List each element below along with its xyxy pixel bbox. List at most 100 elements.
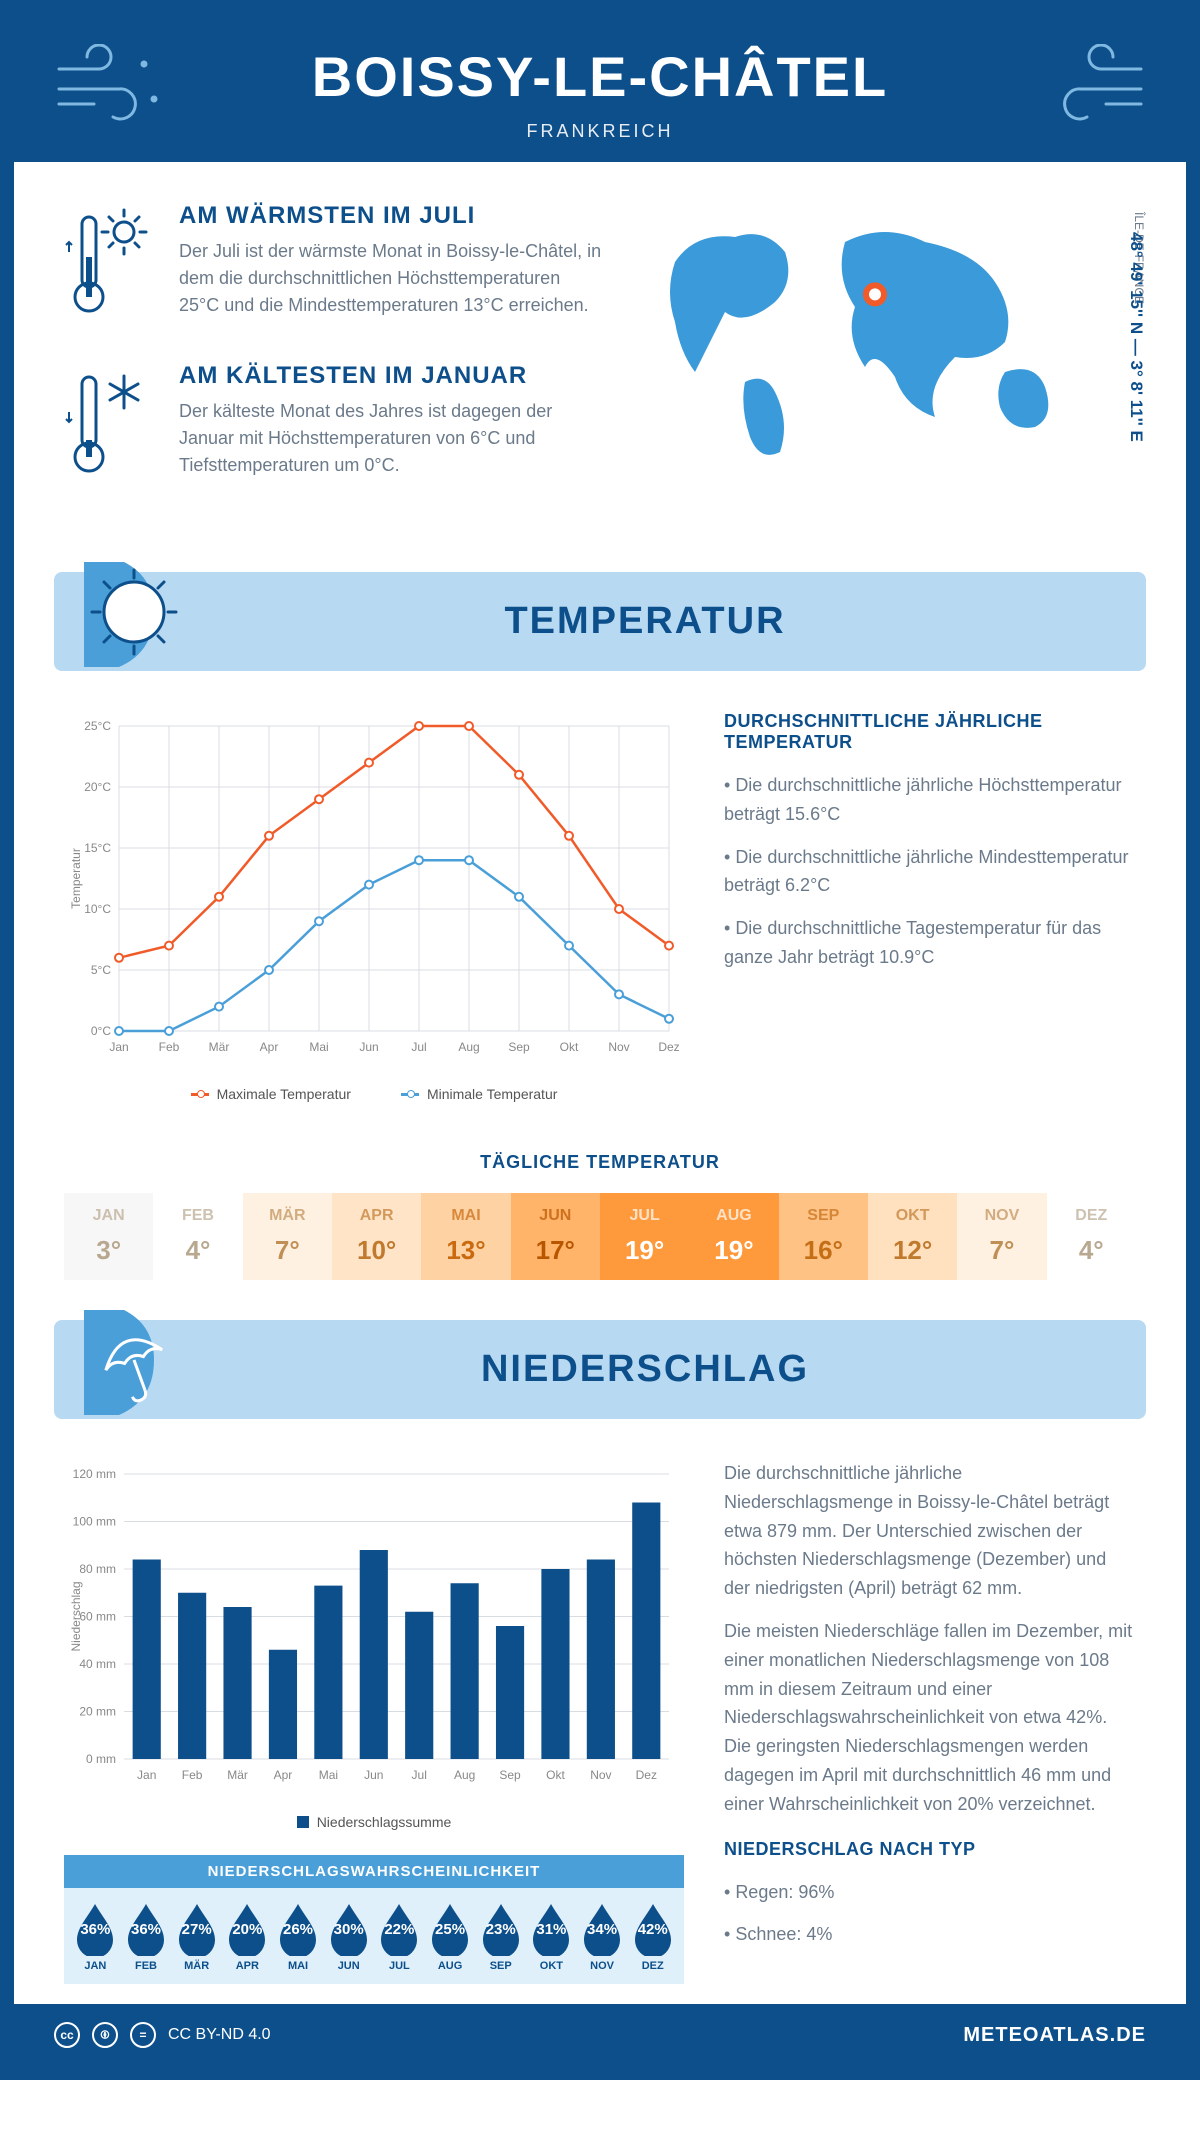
svg-text:25°C: 25°C	[84, 719, 111, 733]
precip-type-title: NIEDERSCHLAG NACH TYP	[724, 1839, 1136, 1860]
infographic-frame: BOISSY-LE-CHÂTEL FRANKREICH	[0, 0, 1200, 2080]
fact-warm-title: AM WÄRMSTEN IM JULI	[179, 202, 605, 230]
svg-text:Jul: Jul	[411, 1040, 426, 1054]
cc-icon: cc	[54, 2022, 80, 2048]
by-icon: 🅯	[92, 2022, 118, 2048]
fact-cold-text: Der kälteste Monat des Jahres ist dagege…	[179, 398, 605, 479]
svg-text:60 mm: 60 mm	[79, 1610, 116, 1624]
temp-stats-list: Die durchschnittliche jährliche Höchstte…	[724, 771, 1136, 972]
svg-text:Sep: Sep	[499, 1768, 521, 1782]
svg-text:Apr: Apr	[274, 1768, 293, 1782]
daily-temp-cell: NOV7°	[957, 1193, 1046, 1280]
svg-text:100 mm: 100 mm	[73, 1515, 116, 1529]
svg-text:Jan: Jan	[109, 1040, 128, 1054]
svg-text:Temperatur: Temperatur	[69, 848, 83, 909]
precip-text-1: Die durchschnittliche jährliche Niedersc…	[724, 1459, 1136, 1603]
svg-text:15°C: 15°C	[84, 841, 111, 855]
temperature-line-chart: 0°C5°C10°C15°C20°C25°CJanFebMärAprMaiJun…	[64, 711, 684, 1071]
precip-prob-cell: 36%FEB	[121, 1900, 172, 1972]
svg-text:0 mm: 0 mm	[86, 1752, 116, 1766]
precip-chart-legend: Niederschlagssumme	[64, 1814, 684, 1830]
svg-text:Jan: Jan	[137, 1768, 156, 1782]
temp-chart-legend: Maximale Temperatur Minimale Temperatur	[64, 1086, 684, 1102]
fact-warm-text: Der Juli ist der wärmste Monat in Boissy…	[179, 238, 605, 319]
svg-text:Okt: Okt	[546, 1768, 565, 1782]
daily-temp-strip: JAN3°FEB4°MÄR7°APR10°MAI13°JUN17°JUL19°A…	[64, 1193, 1136, 1280]
precip-prob-cell: 36%JAN	[70, 1900, 121, 1972]
fact-cold-title: AM KÄLTESTEN IM JANUAR	[179, 362, 605, 390]
daily-temp-title: TÄGLICHE TEMPERATUR	[14, 1152, 1186, 1173]
precip-prob-cell: 25%AUG	[425, 1900, 476, 1972]
precip-prob-cell: 30%JUN	[323, 1900, 374, 1972]
precip-prob-cell: 31%OKT	[526, 1900, 577, 1972]
svg-text:20 mm: 20 mm	[79, 1705, 116, 1719]
daily-temp-cell: JAN3°	[64, 1193, 153, 1280]
svg-text:0°C: 0°C	[91, 1024, 111, 1038]
svg-text:Jul: Jul	[412, 1768, 427, 1782]
svg-text:80 mm: 80 mm	[79, 1562, 116, 1576]
precip-prob-cell: 23%SEP	[475, 1900, 526, 1972]
svg-text:Nov: Nov	[590, 1768, 611, 1782]
intro-section: AM WÄRMSTEN IM JULI Der Juli ist der wär…	[14, 162, 1186, 552]
daily-temp-cell: APR10°	[332, 1193, 421, 1280]
umbrella-icon	[84, 1310, 184, 1420]
svg-text:Sep: Sep	[508, 1040, 530, 1054]
page-title: BOISSY-LE-CHÂTEL	[54, 44, 1146, 109]
svg-text:Mai: Mai	[319, 1768, 338, 1782]
daily-temp-cell: MAI13°	[421, 1193, 510, 1280]
temperature-banner: TEMPERATUR	[54, 572, 1146, 671]
precip-prob-cell: 42%DEZ	[627, 1900, 678, 1972]
precip-prob-cell: 27%MÄR	[171, 1900, 222, 1972]
svg-text:Feb: Feb	[182, 1768, 203, 1782]
precip-prob-cell: 20%APR	[222, 1900, 273, 1972]
sun-icon	[84, 562, 184, 672]
svg-text:Mär: Mär	[227, 1768, 248, 1782]
precip-prob-title: NIEDERSCHLAGSWAHRSCHEINLICHKEIT	[64, 1855, 684, 1888]
svg-text:Nov: Nov	[608, 1040, 629, 1054]
daily-temp-cell: MÄR7°	[243, 1193, 332, 1280]
footer: cc 🅯 = CC BY-ND 4.0 METEOATLAS.DE	[14, 2004, 1186, 2066]
fact-warmest: AM WÄRMSTEN IM JULI Der Juli ist der wär…	[64, 202, 605, 327]
precip-prob-cell: 22%JUL	[374, 1900, 425, 1972]
daily-temp-cell: SEP16°	[779, 1193, 868, 1280]
license-label: CC BY-ND 4.0	[168, 2026, 271, 2044]
svg-text:Apr: Apr	[260, 1040, 279, 1054]
svg-text:Dez: Dez	[636, 1768, 657, 1782]
temp-stats-title: DURCHSCHNITTLICHE JÄHRLICHE TEMPERATUR	[724, 711, 1136, 753]
fact-coldest: AM KÄLTESTEN IM JANUAR Der kälteste Mona…	[64, 362, 605, 487]
precip-prob-cell: 26%MAI	[273, 1900, 324, 1972]
thermometer-snow-icon	[64, 362, 154, 482]
precipitation-banner: NIEDERSCHLAG	[54, 1320, 1146, 1419]
svg-text:Aug: Aug	[454, 1768, 475, 1782]
coords-label: 48° 49' 15'' N — 3° 8' 11'' E	[1126, 232, 1146, 442]
svg-text:Aug: Aug	[458, 1040, 479, 1054]
svg-text:Mär: Mär	[209, 1040, 230, 1054]
nd-icon: =	[130, 2022, 156, 2048]
daily-temp-cell: AUG19°	[689, 1193, 778, 1280]
svg-text:40 mm: 40 mm	[79, 1657, 116, 1671]
svg-text:Jun: Jun	[364, 1768, 383, 1782]
daily-temp-cell: OKT12°	[868, 1193, 957, 1280]
precip-probability-panel: NIEDERSCHLAGSWAHRSCHEINLICHKEIT 36%JAN36…	[64, 1855, 684, 1984]
svg-text:5°C: 5°C	[91, 963, 111, 977]
daily-temp-cell: JUL19°	[600, 1193, 689, 1280]
svg-text:Jun: Jun	[359, 1040, 378, 1054]
svg-text:20°C: 20°C	[84, 780, 111, 794]
svg-text:10°C: 10°C	[84, 902, 111, 916]
precip-type-list: Regen: 96%Schnee: 4%	[724, 1878, 1136, 1950]
country-label: FRANKREICH	[54, 121, 1146, 142]
svg-text:Niederschlag: Niederschlag	[69, 1581, 83, 1651]
precip-prob-cell: 34%NOV	[577, 1900, 628, 1972]
precipitation-heading: NIEDERSCHLAG	[184, 1348, 1106, 1391]
precip-text-2: Die meisten Niederschläge fallen im Deze…	[724, 1617, 1136, 1819]
svg-text:Dez: Dez	[658, 1040, 679, 1054]
daily-temp-cell: FEB4°	[153, 1193, 242, 1280]
svg-text:Okt: Okt	[560, 1040, 579, 1054]
svg-text:Mai: Mai	[309, 1040, 328, 1054]
daily-temp-cell: JUN17°	[511, 1193, 600, 1280]
thermometer-sun-icon	[64, 202, 154, 322]
daily-temp-cell: DEZ4°	[1047, 1193, 1136, 1280]
world-map	[645, 202, 1105, 482]
svg-text:120 mm: 120 mm	[73, 1467, 116, 1481]
site-label: METEOATLAS.DE	[963, 2024, 1146, 2047]
